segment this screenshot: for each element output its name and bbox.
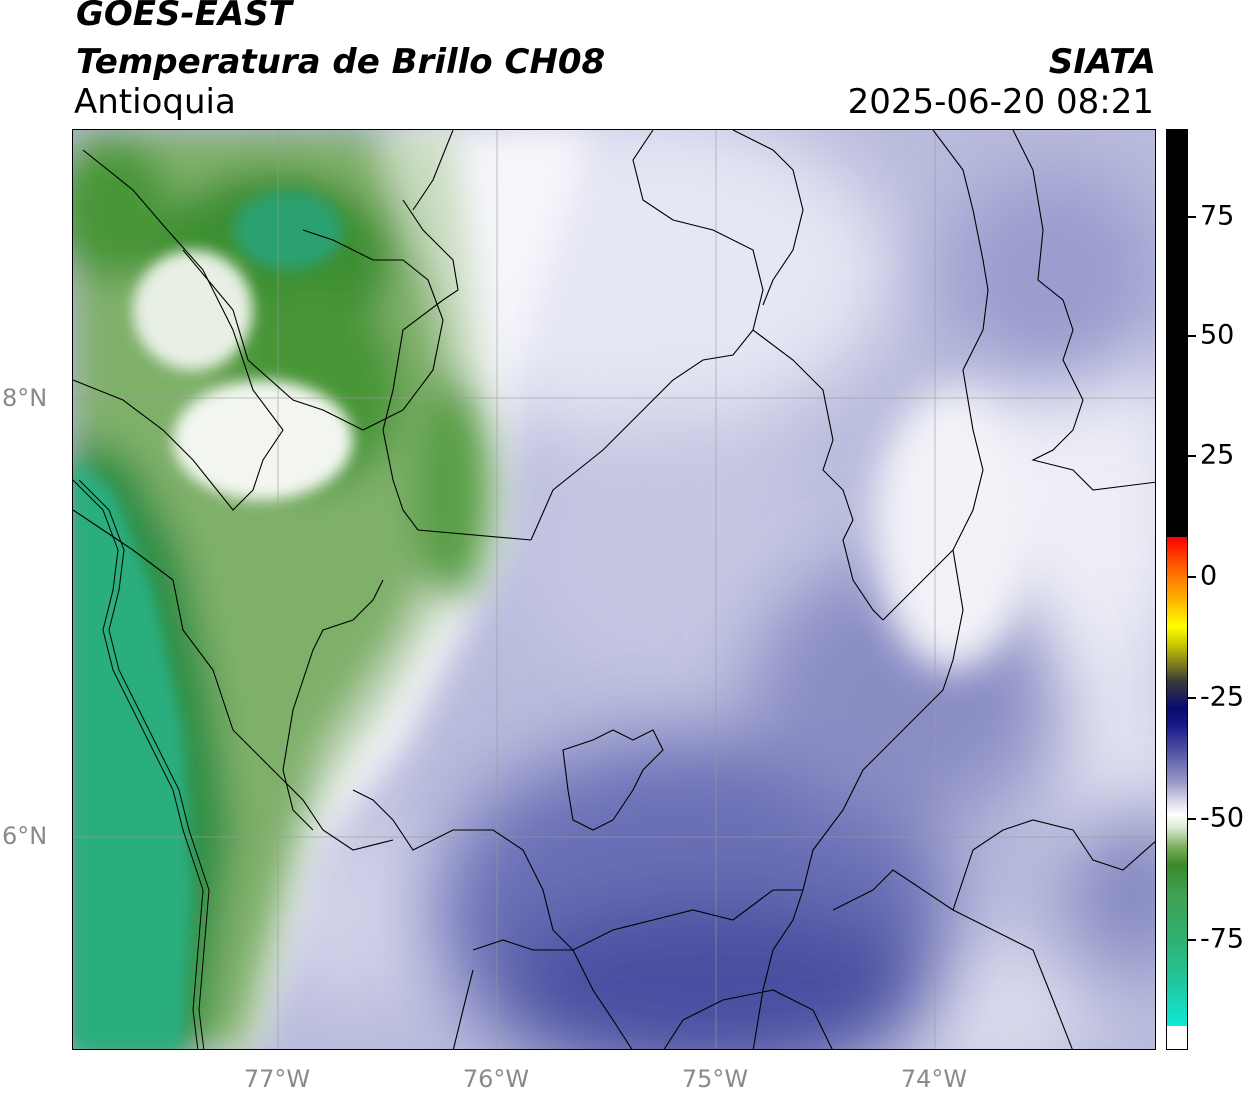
- colorbar-label-50: 50: [1200, 319, 1235, 351]
- colorbar-tick: [1188, 455, 1196, 457]
- colorbar-tick: [1188, 335, 1196, 337]
- colorbar-label-25: 25: [1200, 439, 1235, 471]
- colorbar-tick: [1188, 216, 1196, 218]
- lon-label-75w: 75°W: [681, 1065, 749, 1093]
- brightness-temperature-map[interactable]: [72, 129, 1156, 1050]
- lon-label-77w: 77°W: [243, 1065, 311, 1093]
- datetime-label: 2025-06-20 08:21: [847, 82, 1154, 122]
- colorbar-tick: [1188, 576, 1196, 578]
- colorbar-label-0: 0: [1200, 560, 1218, 592]
- temperature-colorbar: [1166, 129, 1188, 1050]
- region-label: Antioquia: [74, 82, 236, 122]
- colorbar-label-75: 75: [1200, 200, 1235, 232]
- lat-label-6n: 6°N: [2, 822, 48, 850]
- coastline: [73, 479, 210, 1049]
- political-boundaries: [73, 130, 1155, 1049]
- lon-label-76w: 76°W: [462, 1065, 530, 1093]
- satellite-title: GOES-EAST: [76, 0, 292, 34]
- agency-label: SIATA: [1048, 42, 1156, 82]
- colorbar-label-neg75: -75: [1200, 923, 1245, 955]
- colorbar-tick: [1188, 697, 1196, 699]
- lon-label-74w: 74°W: [900, 1065, 968, 1093]
- map-canvas: [73, 130, 1155, 1049]
- colorbar-tick: [1188, 818, 1196, 820]
- colorbar-label-neg25: -25: [1200, 681, 1245, 713]
- colorbar-label-neg50: -50: [1200, 802, 1245, 834]
- colorbar-tick: [1188, 939, 1196, 941]
- product-title: Temperatura de Brillo CH08: [76, 42, 606, 82]
- lat-label-8n: 8°N: [2, 384, 48, 412]
